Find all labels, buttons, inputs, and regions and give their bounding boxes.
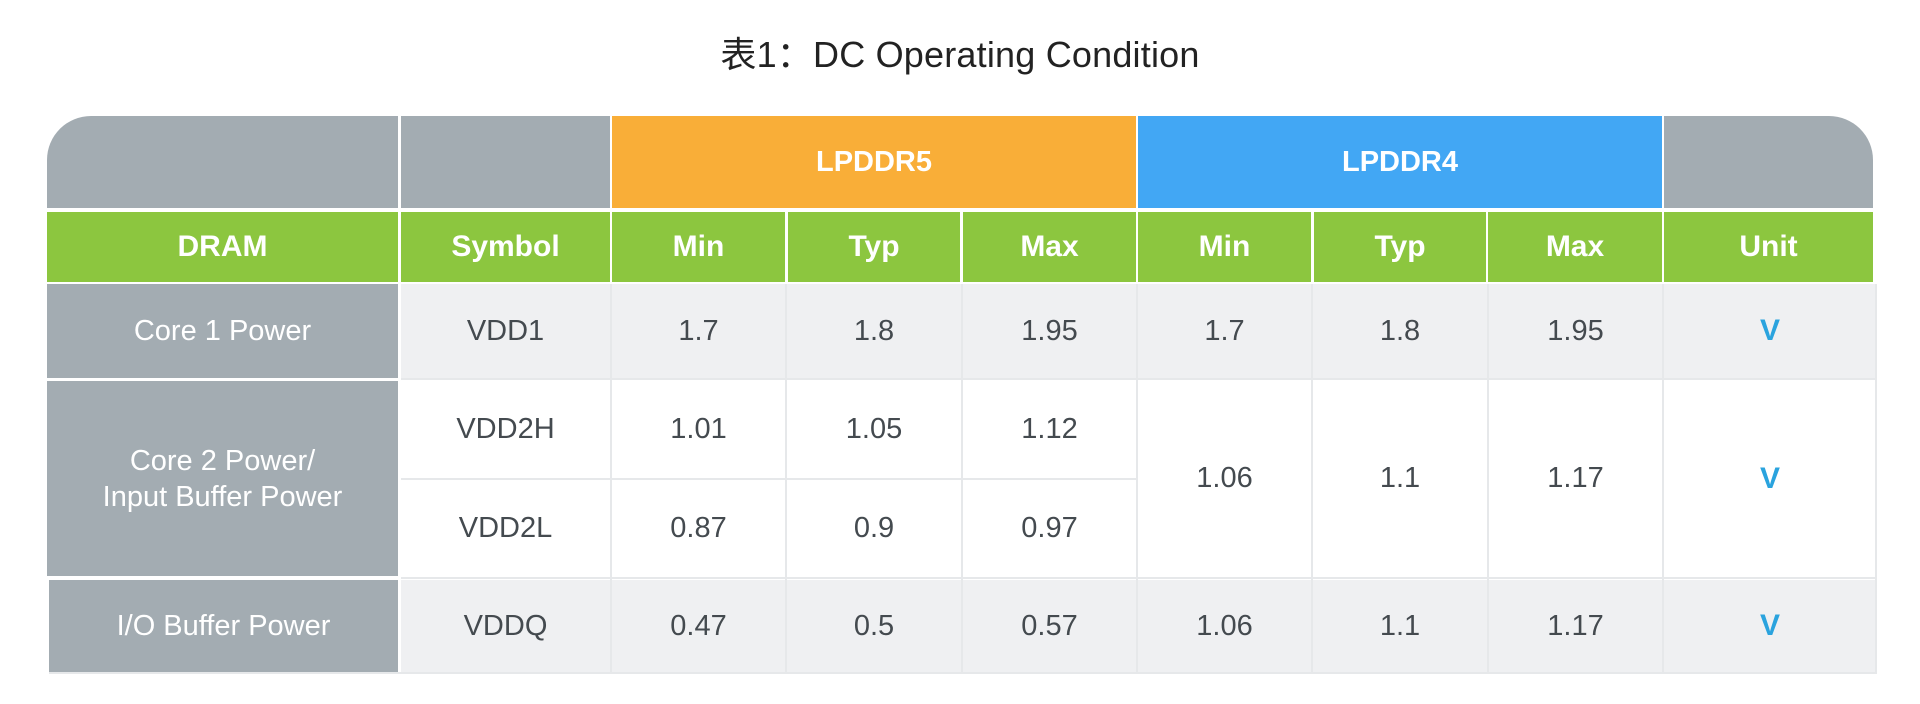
column-header-lpddr4-typ: Typ	[1314, 212, 1486, 282]
group-header-lpddr4: LPDDR4	[1138, 116, 1662, 208]
io-lpddr5-min: 0.47	[612, 580, 785, 672]
column-header-dram: DRAM	[47, 212, 398, 282]
group-header-lpddr5: LPDDR5	[612, 116, 1136, 208]
column-header-symbol: Symbol	[401, 212, 610, 282]
vdd2h-lpddr5-typ: 1.05	[787, 381, 961, 478]
vdd2l-lpddr5-min: 0.87	[612, 480, 785, 576]
column-header-lpddr4-min: Min	[1138, 212, 1311, 282]
core2-unit: V	[1664, 381, 1876, 576]
core1-symbol: VDD1	[401, 284, 610, 378]
core2-lpddr4-typ: 1.1	[1313, 381, 1487, 576]
io-lpddr5-typ: 0.5	[787, 580, 961, 672]
column-header-lpddr5-max: Max	[963, 212, 1136, 282]
header-blank-dram	[47, 116, 398, 208]
vdd2l-symbol: VDD2L	[401, 480, 610, 576]
core2-lpddr4-min: 1.06	[1138, 381, 1311, 576]
table-title: 表1：DC Operating Condition	[720, 34, 1200, 75]
vdd2h-lpddr5-min: 1.01	[612, 381, 785, 478]
grid-divider	[49, 672, 1877, 674]
header-blank-unit	[1664, 116, 1873, 208]
row-label-core1-power: Core 1 Power	[47, 284, 398, 378]
io-symbol: VDDQ	[401, 580, 610, 672]
column-header-lpddr5-typ: Typ	[788, 212, 960, 282]
core1-lpddr5-min: 1.7	[612, 284, 785, 378]
io-unit: V	[1664, 580, 1876, 672]
row-label-io-buffer-power: I/O Buffer Power	[49, 580, 398, 672]
column-header-unit: Unit	[1664, 212, 1873, 282]
io-lpddr4-max: 1.17	[1489, 580, 1662, 672]
row-label-core2-power: Core 2 Power/ Input Buffer Power	[47, 381, 398, 576]
io-lpddr5-max: 0.57	[963, 580, 1136, 672]
grid-divider	[1487, 284, 1489, 672]
grid-divider	[1311, 284, 1313, 672]
io-lpddr4-typ: 1.1	[1313, 580, 1487, 672]
row-label-core2-line2: Input Buffer Power	[102, 480, 343, 513]
core1-lpddr4-typ: 1.8	[1313, 284, 1487, 378]
core1-lpddr4-max: 1.95	[1489, 284, 1662, 378]
grid-divider	[401, 378, 1877, 380]
core1-lpddr5-typ: 1.8	[787, 284, 961, 378]
core1-unit: V	[1664, 284, 1876, 378]
grid-divider	[1875, 284, 1877, 672]
grid-divider	[401, 478, 1136, 480]
grid-divider	[1136, 284, 1138, 672]
io-lpddr4-min: 1.06	[1138, 580, 1311, 672]
column-header-lpddr5-min: Min	[612, 212, 785, 282]
vdd2l-lpddr5-typ: 0.9	[787, 480, 961, 576]
column-header-lpddr4-max: Max	[1488, 212, 1662, 282]
row-label-core2-line1: Core 2 Power/	[129, 444, 316, 477]
vdd2h-symbol: VDD2H	[401, 381, 610, 478]
grid-divider	[1662, 284, 1664, 672]
header-blank-symbol	[401, 116, 610, 208]
vdd2h-lpddr5-max: 1.12	[963, 381, 1136, 478]
core2-lpddr4-max: 1.17	[1489, 381, 1662, 576]
core1-lpddr4-min: 1.7	[1138, 284, 1311, 378]
vdd2l-lpddr5-max: 0.97	[963, 480, 1136, 576]
grid-divider	[401, 577, 1877, 579]
core1-lpddr5-max: 1.95	[963, 284, 1136, 378]
